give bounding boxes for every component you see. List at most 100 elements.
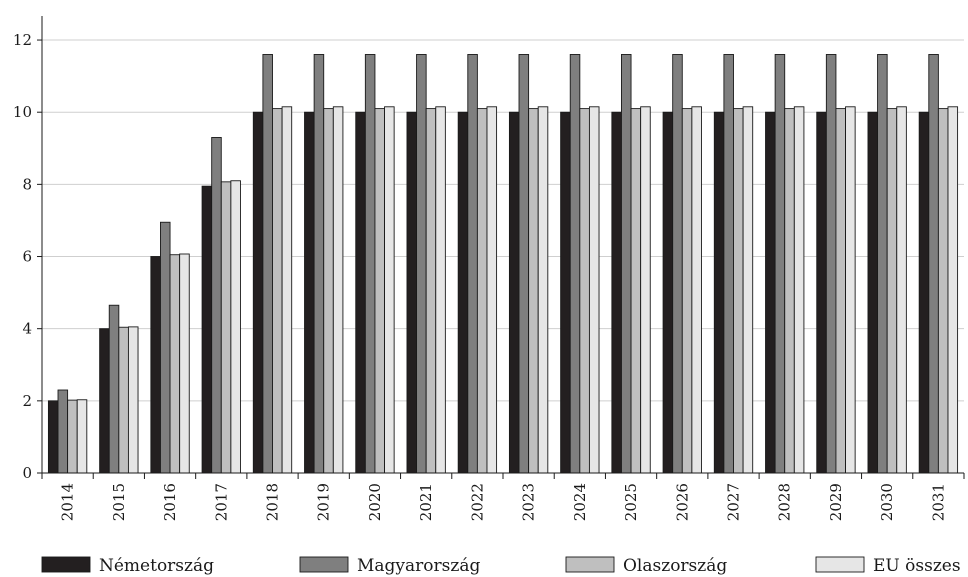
x-tick-label: 2015: [110, 483, 128, 521]
bar-2021-0: [406, 111, 418, 474]
x-tick-label: 2025: [622, 483, 640, 521]
bar-2029-0: [816, 111, 827, 474]
x-tick-label: 2024: [571, 483, 589, 521]
bar-2014-2: [67, 399, 78, 474]
bar-2019-2: [323, 108, 334, 474]
legend-swatch-3: [815, 556, 865, 573]
bar-2015-3: [127, 326, 139, 474]
x-tick-label: 2022: [468, 483, 486, 521]
bar-2026-0: [662, 111, 674, 474]
bar-2028-3: [793, 106, 805, 474]
y-tick-label: 2: [22, 392, 32, 410]
x-tick-label: 2031: [929, 483, 947, 521]
bar-2018-3: [281, 106, 293, 474]
bar-2019-0: [304, 111, 315, 474]
y-tick-label: 6: [22, 248, 32, 266]
x-tick-label: 2017: [212, 483, 230, 521]
bar-2024-0: [560, 111, 571, 474]
bar-2015-1: [108, 304, 120, 474]
bar-2014-1: [57, 389, 69, 474]
bar-2017-2: [220, 181, 232, 474]
bar-2020-1: [364, 54, 376, 474]
bar-2030-3: [896, 106, 907, 474]
bar-2029-1: [825, 54, 837, 474]
bar-2029-3: [845, 106, 856, 474]
bar-2030-1: [877, 54, 888, 474]
bar-2018-2: [272, 108, 283, 474]
bar-2030-0: [867, 111, 879, 474]
bar-2028-0: [765, 111, 776, 474]
bar-2020-2: [374, 108, 385, 474]
bar-2019-3: [332, 106, 344, 474]
bar-2024-1: [569, 54, 581, 474]
bar-2024-2: [579, 108, 590, 474]
legend-swatch-0: [41, 556, 91, 573]
bar-2026-2: [681, 108, 693, 474]
bar-2031-1: [928, 54, 939, 474]
bar-2020-3: [384, 106, 395, 474]
bar-2029-2: [835, 108, 846, 474]
bar-2023-0: [508, 111, 520, 474]
bar-2017-1: [211, 137, 222, 474]
legend: Németország Magyarország Olaszország EU öss…: [41, 556, 961, 576]
x-tick-label: 2014: [59, 483, 77, 521]
bar-2023-1: [518, 54, 530, 474]
bar-2027-0: [713, 111, 725, 474]
bar-2020-0: [355, 111, 366, 474]
bar-2025-2: [630, 108, 642, 474]
bar-2015-2: [118, 326, 129, 474]
bar-2022-1: [467, 54, 478, 474]
grid-lines: [42, 39, 964, 402]
bar-2031-3: [947, 106, 959, 474]
bar-2031-0: [918, 111, 930, 474]
legend-swatch-2: [565, 556, 615, 573]
bar-2023-3: [537, 106, 549, 474]
bar-2016-0: [150, 256, 161, 474]
bar-2019-1: [313, 54, 325, 474]
bar-2021-3: [435, 106, 446, 474]
bar-2017-0: [201, 185, 213, 474]
x-tick-label: 2027: [725, 483, 743, 521]
y-tick-label: 8: [22, 175, 32, 193]
legend-label-0: Németország: [99, 556, 214, 576]
bar-2021-1: [416, 54, 427, 474]
x-tick-label: 2018: [264, 483, 282, 521]
x-tick-label: 2028: [776, 483, 794, 521]
bar-2027-1: [723, 54, 734, 474]
legend-label-2: Olaszország: [623, 556, 727, 576]
bar-2027-3: [742, 106, 754, 474]
bar-2016-1: [160, 221, 171, 474]
bars: [47, 54, 959, 474]
x-tick-label: 2023: [520, 483, 538, 521]
bar-2030-2: [886, 108, 898, 474]
bar-2028-1: [774, 54, 786, 474]
bar-2025-3: [640, 106, 651, 474]
bar-2027-2: [733, 108, 744, 474]
bar-2026-3: [691, 106, 702, 474]
bar-2014-0: [47, 400, 59, 474]
bar-2021-2: [425, 108, 437, 474]
x-tick-label: 2030: [878, 483, 896, 521]
x-tick-label: 2019: [315, 483, 333, 521]
y-tick-label: 0: [22, 464, 32, 482]
bar-2014-3: [76, 399, 88, 474]
legend-label-1: Magyarország: [357, 556, 480, 576]
x-tick-label: 2029: [827, 483, 845, 521]
bar-2022-0: [457, 111, 469, 474]
bar-2026-1: [672, 54, 683, 474]
bar-2018-1: [262, 54, 273, 474]
bar-2028-2: [784, 108, 795, 474]
legend-swatch-1: [299, 556, 349, 573]
x-tick-label: 2020: [366, 483, 384, 521]
bar-2025-1: [621, 54, 632, 474]
x-tick-label: 2026: [673, 483, 691, 521]
x-tick-label: 2021: [417, 483, 435, 521]
bar-2017-3: [230, 180, 241, 474]
bar-2022-3: [486, 106, 498, 474]
y-tick-label: 12: [13, 31, 32, 49]
legend-label-3: EU összes: [873, 556, 961, 576]
bar-2022-2: [476, 108, 488, 474]
bar-2016-3: [179, 253, 190, 474]
bar-2016-2: [169, 254, 181, 474]
bar-2015-0: [99, 328, 110, 474]
